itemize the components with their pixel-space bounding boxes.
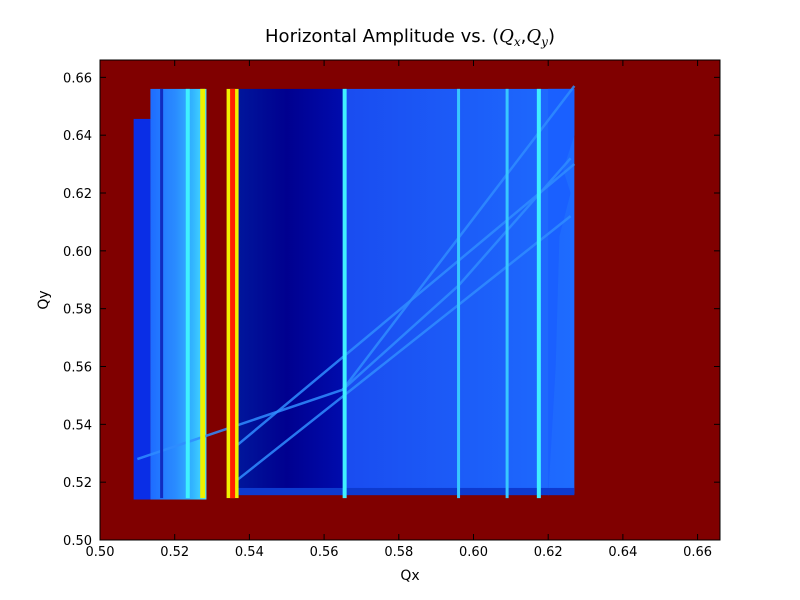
y-tick-label: 0.54 — [63, 418, 92, 433]
x-tick-label: 0.54 — [235, 545, 264, 560]
diagonal-resonance-6 — [233, 163, 576, 449]
y-tick-label: 0.62 — [63, 187, 92, 202]
x-axis: 0.50 0.52 0.54 0.56 0.58 0.60 0.62 0.64 0.66 — [86, 60, 712, 560]
x-tick-label: 0.60 — [459, 545, 488, 560]
region-bottom-strip — [234, 487, 575, 496]
x-axis-label: Qx — [400, 568, 419, 584]
x-tick-label: 0.64 — [608, 545, 637, 560]
y-tick-label: 0.52 — [63, 476, 92, 491]
region-left-band — [150, 88, 207, 500]
y-tick-label: 0.58 — [63, 303, 92, 318]
x-tick-label: 0.56 — [310, 545, 339, 560]
diagonal-resonance-1 — [233, 215, 572, 484]
vertical-resonances — [160, 88, 541, 499]
x-tick-label: 0.50 — [86, 545, 115, 560]
x-tick-label: 0.62 — [534, 545, 563, 560]
plot-frame — [99, 59, 721, 541]
y-axis-label: Qy — [36, 290, 52, 309]
y-tick-label: 0.56 — [63, 361, 92, 376]
y-tick-label: 0.50 — [63, 534, 92, 549]
diagonal-resonance-2 — [341, 284, 460, 391]
region-left-edge — [133, 118, 151, 500]
region-center — [228, 88, 345, 491]
x-tick-label: 0.52 — [160, 545, 189, 560]
region-right-edge — [548, 88, 575, 497]
diagonal-resonance-5 — [136, 388, 344, 461]
y-tick-label: 0.60 — [63, 245, 92, 260]
y-axis: 0.50 0.52 0.54 0.56 0.58 0.60 0.62 0.64 0.66 — [63, 71, 720, 549]
x-tick-label: 0.66 — [683, 545, 712, 560]
y-tick-label: 0.66 — [63, 71, 92, 86]
plot-area — [100, 60, 720, 540]
diagonal-resonance-3 — [457, 157, 572, 287]
chart-title: Horizontal Amplitude vs. (Qx,Qy) — [265, 26, 555, 49]
y-tick-label: 0.64 — [63, 129, 92, 144]
x-tick-label: 0.58 — [384, 545, 413, 560]
